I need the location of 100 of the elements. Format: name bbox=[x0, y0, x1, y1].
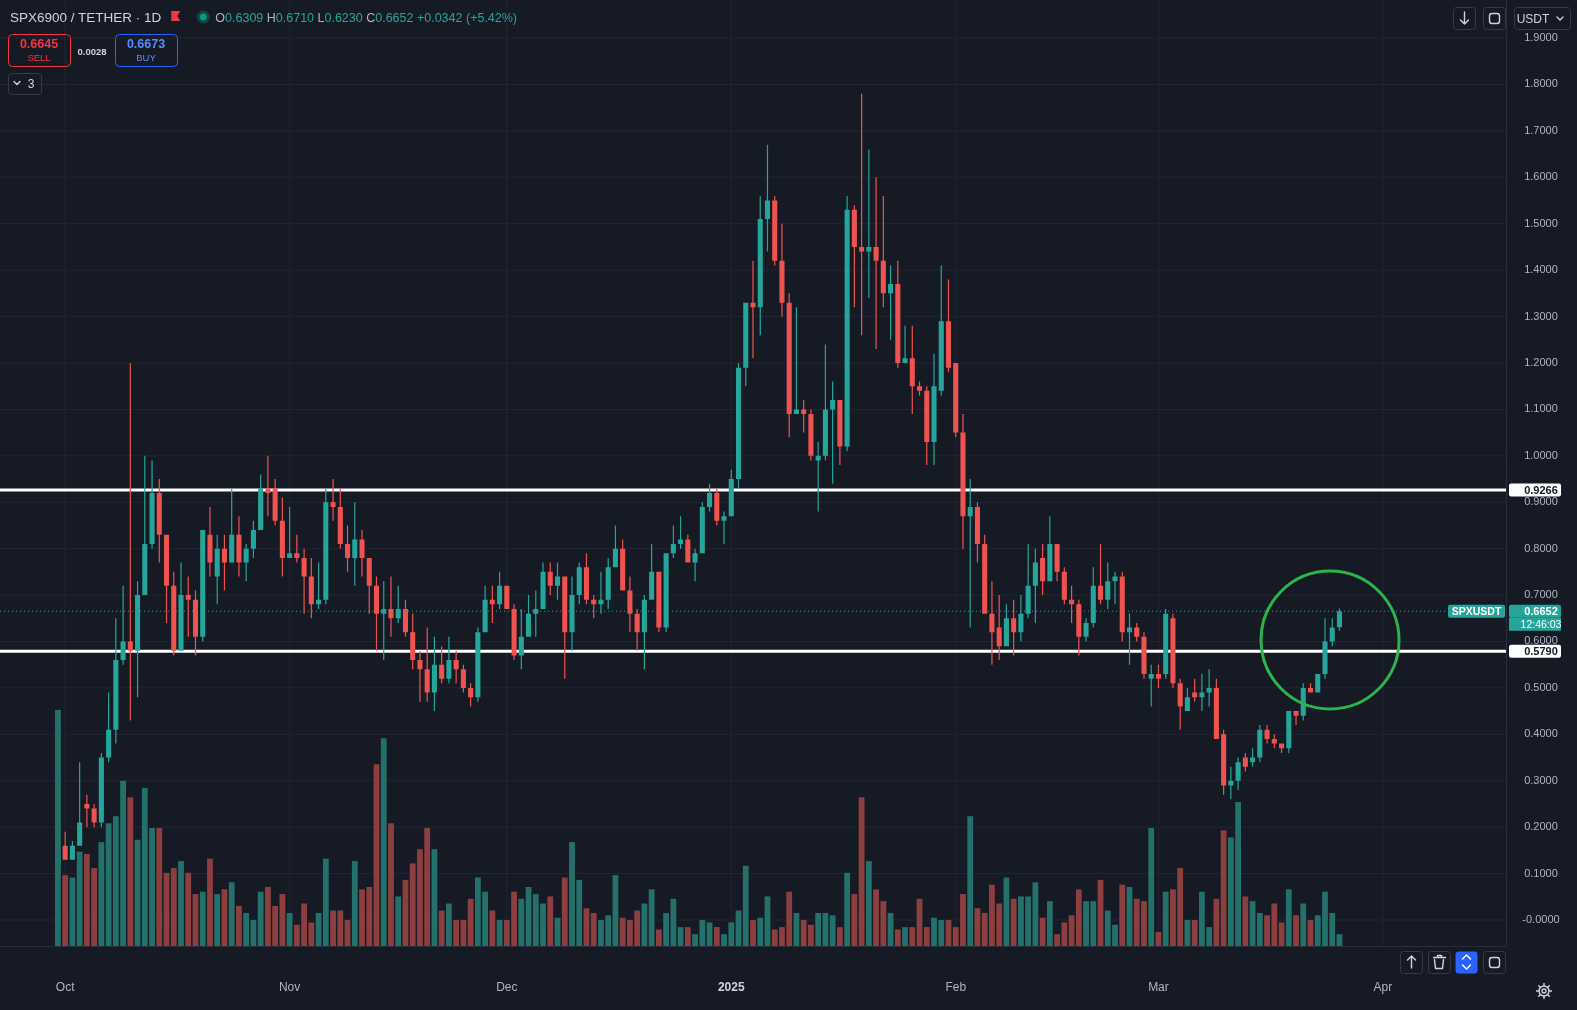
bar bbox=[547, 896, 554, 946]
x-tick-label: Dec bbox=[496, 980, 518, 994]
bar bbox=[199, 891, 206, 946]
text: USDT bbox=[1516, 12, 1550, 26]
y-tick-label: 1.2000 bbox=[1524, 355, 1558, 368]
bar bbox=[902, 927, 908, 946]
annotation: 0.6645 bbox=[19, 37, 59, 51]
bar bbox=[127, 797, 134, 946]
bar bbox=[178, 861, 184, 946]
y-tick-label: 1.9000 bbox=[1524, 31, 1558, 44]
text: O0.6309 H0.6710 L0.6230 C0.6652 +0.0342 (+5.42%) bbox=[215, 11, 518, 25]
bar bbox=[380, 738, 387, 946]
candlestick bbox=[236, 516, 242, 577]
candlestick bbox=[1083, 618, 1089, 642]
bar bbox=[1256, 912, 1263, 946]
bar bbox=[62, 875, 69, 946]
y-tick-label: 1.3000 bbox=[1524, 309, 1558, 322]
bar bbox=[1191, 920, 1198, 946]
bar bbox=[865, 861, 872, 946]
bar bbox=[1075, 889, 1082, 946]
bar bbox=[207, 858, 213, 946]
bar bbox=[757, 917, 764, 946]
bar bbox=[655, 929, 662, 946]
bar bbox=[98, 842, 105, 946]
bar bbox=[858, 797, 865, 946]
x-tick-label: Feb bbox=[945, 980, 967, 994]
annotation: 0.0028 bbox=[77, 46, 107, 57]
candlestick bbox=[598, 571, 604, 614]
candlestick bbox=[627, 576, 633, 633]
bar bbox=[351, 861, 358, 946]
bar bbox=[590, 912, 597, 946]
bar bbox=[742, 865, 749, 946]
y-tick-label: 0.1000 bbox=[1524, 866, 1558, 879]
bar bbox=[388, 823, 394, 946]
candlestick bbox=[989, 581, 995, 665]
bar bbox=[185, 872, 192, 946]
bar bbox=[1119, 884, 1126, 946]
bar bbox=[923, 927, 930, 946]
bar bbox=[967, 816, 974, 946]
y-tick-label: 0.3000 bbox=[1524, 773, 1558, 786]
bar bbox=[1162, 891, 1169, 946]
bar bbox=[829, 915, 836, 946]
bar bbox=[438, 910, 445, 946]
y-tick-label: 1.6000 bbox=[1524, 170, 1558, 183]
bar bbox=[851, 894, 858, 946]
bar bbox=[395, 896, 402, 946]
annotation: 3 bbox=[27, 77, 35, 91]
bar bbox=[1285, 889, 1292, 946]
candlestick bbox=[1112, 571, 1118, 605]
candlestick bbox=[388, 576, 394, 637]
annotation: 0.6673 bbox=[126, 37, 166, 51]
candlestick bbox=[873, 177, 879, 350]
bar bbox=[257, 891, 264, 946]
y-tick-label: 0.9000 bbox=[1524, 495, 1558, 508]
y-tick-label: 0.4000 bbox=[1524, 727, 1558, 740]
bar bbox=[815, 912, 822, 946]
y-tick-label: -0.0000 bbox=[1522, 913, 1560, 926]
y-tick-label: 1.8000 bbox=[1524, 77, 1558, 90]
x-tick-label: Mar bbox=[1148, 980, 1169, 994]
candlestick bbox=[721, 511, 727, 545]
candlestick bbox=[1293, 711, 1299, 726]
bar bbox=[1242, 896, 1249, 946]
candlestick bbox=[149, 460, 155, 549]
candlestick bbox=[446, 636, 452, 684]
y-tick-label: 1.1000 bbox=[1524, 402, 1558, 415]
bar bbox=[561, 877, 568, 946]
x-tick-label: Oct bbox=[55, 980, 76, 994]
y-tick-label: 0.5000 bbox=[1524, 680, 1558, 693]
bar bbox=[489, 910, 496, 946]
bar bbox=[836, 927, 843, 946]
candlestick bbox=[1322, 618, 1328, 679]
candlestick bbox=[330, 479, 336, 521]
bar bbox=[750, 920, 756, 946]
ref-line-label: 0.5790 bbox=[1524, 645, 1558, 658]
candlestick bbox=[1141, 632, 1147, 679]
bar bbox=[1148, 828, 1155, 946]
x-tick-label: Nov bbox=[278, 980, 301, 994]
bar bbox=[1220, 830, 1227, 946]
bar bbox=[1300, 903, 1307, 946]
bar bbox=[844, 872, 851, 946]
candlestick bbox=[902, 325, 908, 363]
bar bbox=[446, 903, 452, 946]
bar bbox=[55, 710, 61, 946]
bar bbox=[641, 903, 648, 946]
candlestick bbox=[779, 223, 785, 317]
y-tick-label: 0.7000 bbox=[1524, 588, 1558, 601]
candlestick bbox=[359, 530, 365, 577]
y-tick-label: 0.6000 bbox=[1524, 634, 1558, 647]
y-tick-label: 1.5000 bbox=[1524, 216, 1558, 229]
bar bbox=[228, 882, 235, 946]
y-tick-label: 0.8000 bbox=[1524, 541, 1558, 554]
text: SPX6900 / TETHER · 1D bbox=[10, 10, 162, 25]
bar bbox=[156, 828, 163, 946]
candlestick bbox=[207, 506, 213, 577]
bar bbox=[467, 898, 474, 946]
bar bbox=[1010, 898, 1017, 946]
annotation: BUY bbox=[136, 52, 157, 63]
candlestick bbox=[1264, 725, 1270, 744]
bar bbox=[909, 927, 916, 946]
bar bbox=[894, 929, 901, 946]
